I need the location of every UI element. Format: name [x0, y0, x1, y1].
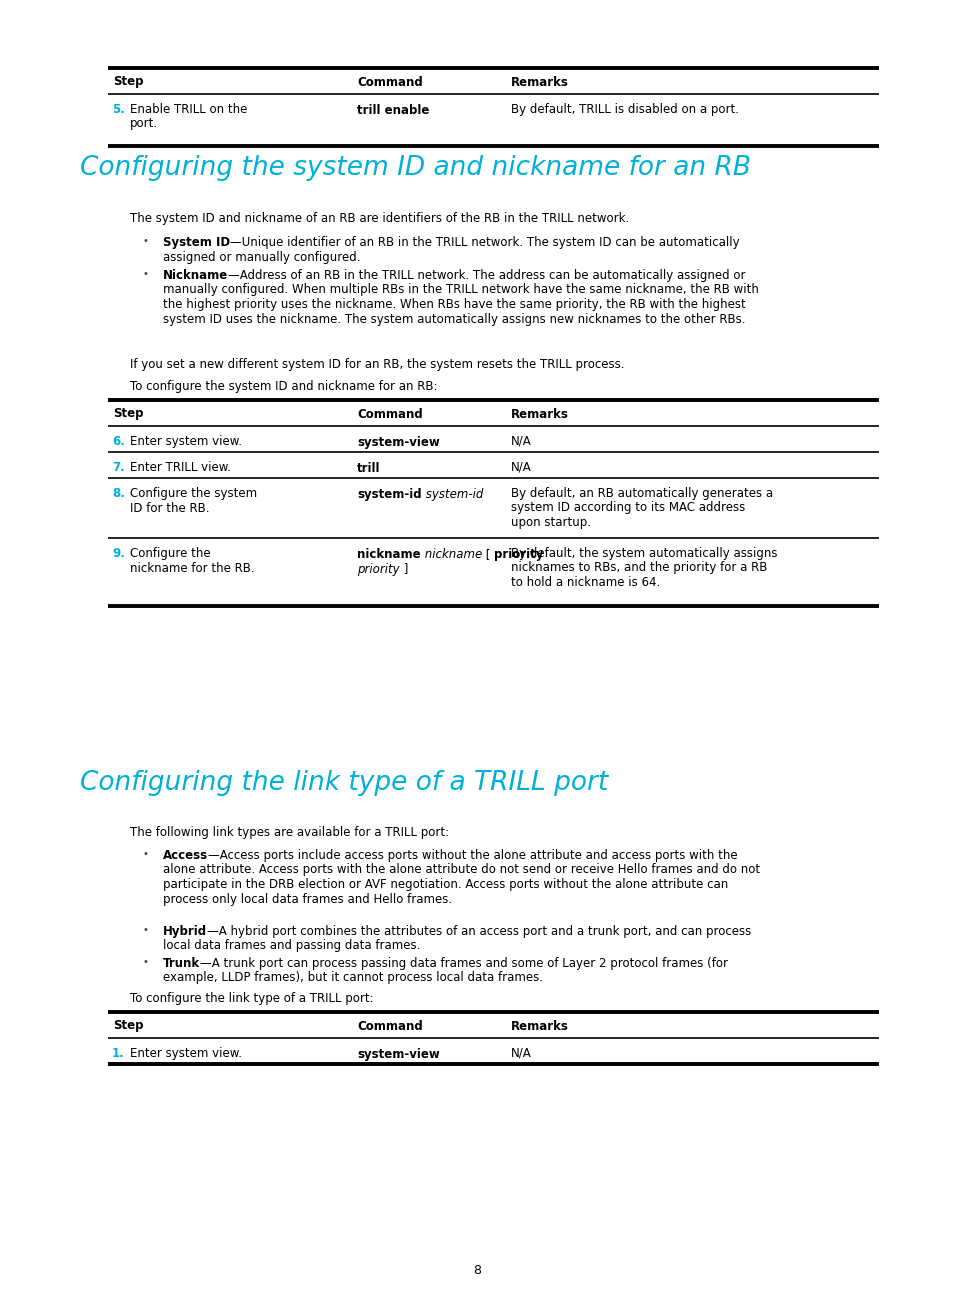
Text: ]: ]: [399, 562, 408, 575]
Text: the highest priority uses the nickname. When RBs have the same priority, the RB : the highest priority uses the nickname. …: [163, 298, 745, 311]
Text: If you set a new different system ID for an RB, the system resets the TRILL proc: If you set a new different system ID for…: [130, 358, 624, 371]
Text: Enter TRILL view.: Enter TRILL view.: [130, 461, 231, 474]
Text: Configuring the system ID and nickname for an RB: Configuring the system ID and nickname f…: [80, 156, 750, 181]
Text: Nickname: Nickname: [163, 270, 228, 283]
Text: Configure the system: Configure the system: [130, 487, 257, 500]
Text: —A hybrid port combines the attributes of an access port and a trunk port, and c: —A hybrid port combines the attributes o…: [207, 925, 751, 938]
Text: priority: priority: [494, 548, 543, 561]
Text: 9.: 9.: [112, 547, 125, 560]
Text: system-id: system-id: [356, 489, 421, 502]
Text: system-view: system-view: [356, 435, 439, 448]
Text: Trunk: Trunk: [163, 956, 200, 969]
Text: nickname: nickname: [356, 548, 420, 561]
Text: system-view: system-view: [356, 1048, 439, 1061]
Text: System ID: System ID: [163, 236, 230, 249]
Text: 5.: 5.: [112, 102, 125, 117]
Text: Hybrid: Hybrid: [163, 925, 207, 938]
Text: N/A: N/A: [511, 1047, 531, 1060]
Text: Remarks: Remarks: [511, 75, 568, 88]
Text: upon startup.: upon startup.: [511, 516, 590, 529]
Text: process only local data frames and Hello frames.: process only local data frames and Hello…: [163, 893, 452, 906]
Text: Step: Step: [112, 407, 143, 420]
Text: 8: 8: [473, 1264, 480, 1277]
Text: •: •: [143, 270, 149, 279]
Text: N/A: N/A: [511, 461, 531, 474]
Text: local data frames and passing data frames.: local data frames and passing data frame…: [163, 940, 420, 953]
Text: —A trunk port can process passing data frames and some of Layer 2 protocol frame: —A trunk port can process passing data f…: [200, 956, 727, 969]
Text: ID for the RB.: ID for the RB.: [130, 502, 210, 515]
Text: By default, an RB automatically generates a: By default, an RB automatically generate…: [511, 487, 772, 500]
Text: Access: Access: [163, 849, 208, 862]
Text: By default, the system automatically assigns: By default, the system automatically ass…: [511, 547, 777, 560]
Text: —Address of an RB in the TRILL network. The address can be automatically assigne: —Address of an RB in the TRILL network. …: [228, 270, 745, 283]
Text: 8.: 8.: [112, 487, 125, 500]
Text: •: •: [143, 849, 149, 859]
Text: Remarks: Remarks: [511, 407, 568, 420]
Text: system-id: system-id: [421, 489, 482, 502]
Text: Remarks: Remarks: [511, 1020, 568, 1033]
Text: —Unique identifier of an RB in the TRILL network. The system ID can be automatic: —Unique identifier of an RB in the TRILL…: [230, 236, 739, 249]
Text: The following link types are available for a TRILL port:: The following link types are available f…: [130, 826, 449, 839]
Text: trill: trill: [356, 461, 380, 476]
Text: Enter system view.: Enter system view.: [130, 1047, 242, 1060]
Text: nickname for the RB.: nickname for the RB.: [130, 561, 254, 574]
Text: •: •: [143, 956, 149, 967]
Text: Command: Command: [356, 1020, 422, 1033]
Text: nicknames to RBs, and the priority for a RB: nicknames to RBs, and the priority for a…: [511, 561, 766, 574]
Text: Enable TRILL on the: Enable TRILL on the: [130, 102, 247, 117]
Text: 7.: 7.: [112, 461, 125, 474]
Text: to hold a nickname is 64.: to hold a nickname is 64.: [511, 575, 659, 588]
Text: N/A: N/A: [511, 435, 531, 448]
Text: Enter system view.: Enter system view.: [130, 435, 242, 448]
Text: To configure the link type of a TRILL port:: To configure the link type of a TRILL po…: [130, 991, 374, 1004]
Text: Configuring the link type of a TRILL port: Configuring the link type of a TRILL por…: [80, 770, 608, 796]
Text: system ID according to its MAC address: system ID according to its MAC address: [511, 502, 744, 515]
Text: •: •: [143, 236, 149, 246]
Text: Command: Command: [356, 407, 422, 420]
Text: To configure the system ID and nickname for an RB:: To configure the system ID and nickname …: [130, 380, 437, 393]
Text: 6.: 6.: [112, 435, 125, 448]
Text: Step: Step: [112, 1020, 143, 1033]
Text: 1.: 1.: [112, 1047, 125, 1060]
Text: •: •: [143, 925, 149, 934]
Text: assigned or manually configured.: assigned or manually configured.: [163, 250, 360, 263]
Text: participate in the DRB election or AVF negotiation. Access ports without the alo: participate in the DRB election or AVF n…: [163, 877, 727, 892]
Text: —Access ports include access ports without the alone attribute and access ports : —Access ports include access ports witho…: [208, 849, 737, 862]
Text: alone attribute. Access ports with the alone attribute do not send or receive He: alone attribute. Access ports with the a…: [163, 863, 760, 876]
Text: priority: priority: [356, 562, 399, 575]
Text: example, LLDP frames), but it cannot process local data frames.: example, LLDP frames), but it cannot pro…: [163, 972, 542, 985]
Text: By default, TRILL is disabled on a port.: By default, TRILL is disabled on a port.: [511, 102, 739, 117]
Text: trill enable: trill enable: [356, 104, 429, 117]
Text: port.: port.: [130, 118, 158, 131]
Text: The system ID and nickname of an RB are identifiers of the RB in the TRILL netwo: The system ID and nickname of an RB are …: [130, 213, 629, 226]
Text: manually configured. When multiple RBs in the TRILL network have the same nickna: manually configured. When multiple RBs i…: [163, 284, 758, 297]
Text: [: [: [481, 548, 494, 561]
Text: system ID uses the nickname. The system automatically assigns new nicknames to t: system ID uses the nickname. The system …: [163, 312, 744, 325]
Text: Step: Step: [112, 75, 143, 88]
Text: Configure the: Configure the: [130, 547, 211, 560]
Text: nickname: nickname: [420, 548, 481, 561]
Text: Command: Command: [356, 75, 422, 88]
